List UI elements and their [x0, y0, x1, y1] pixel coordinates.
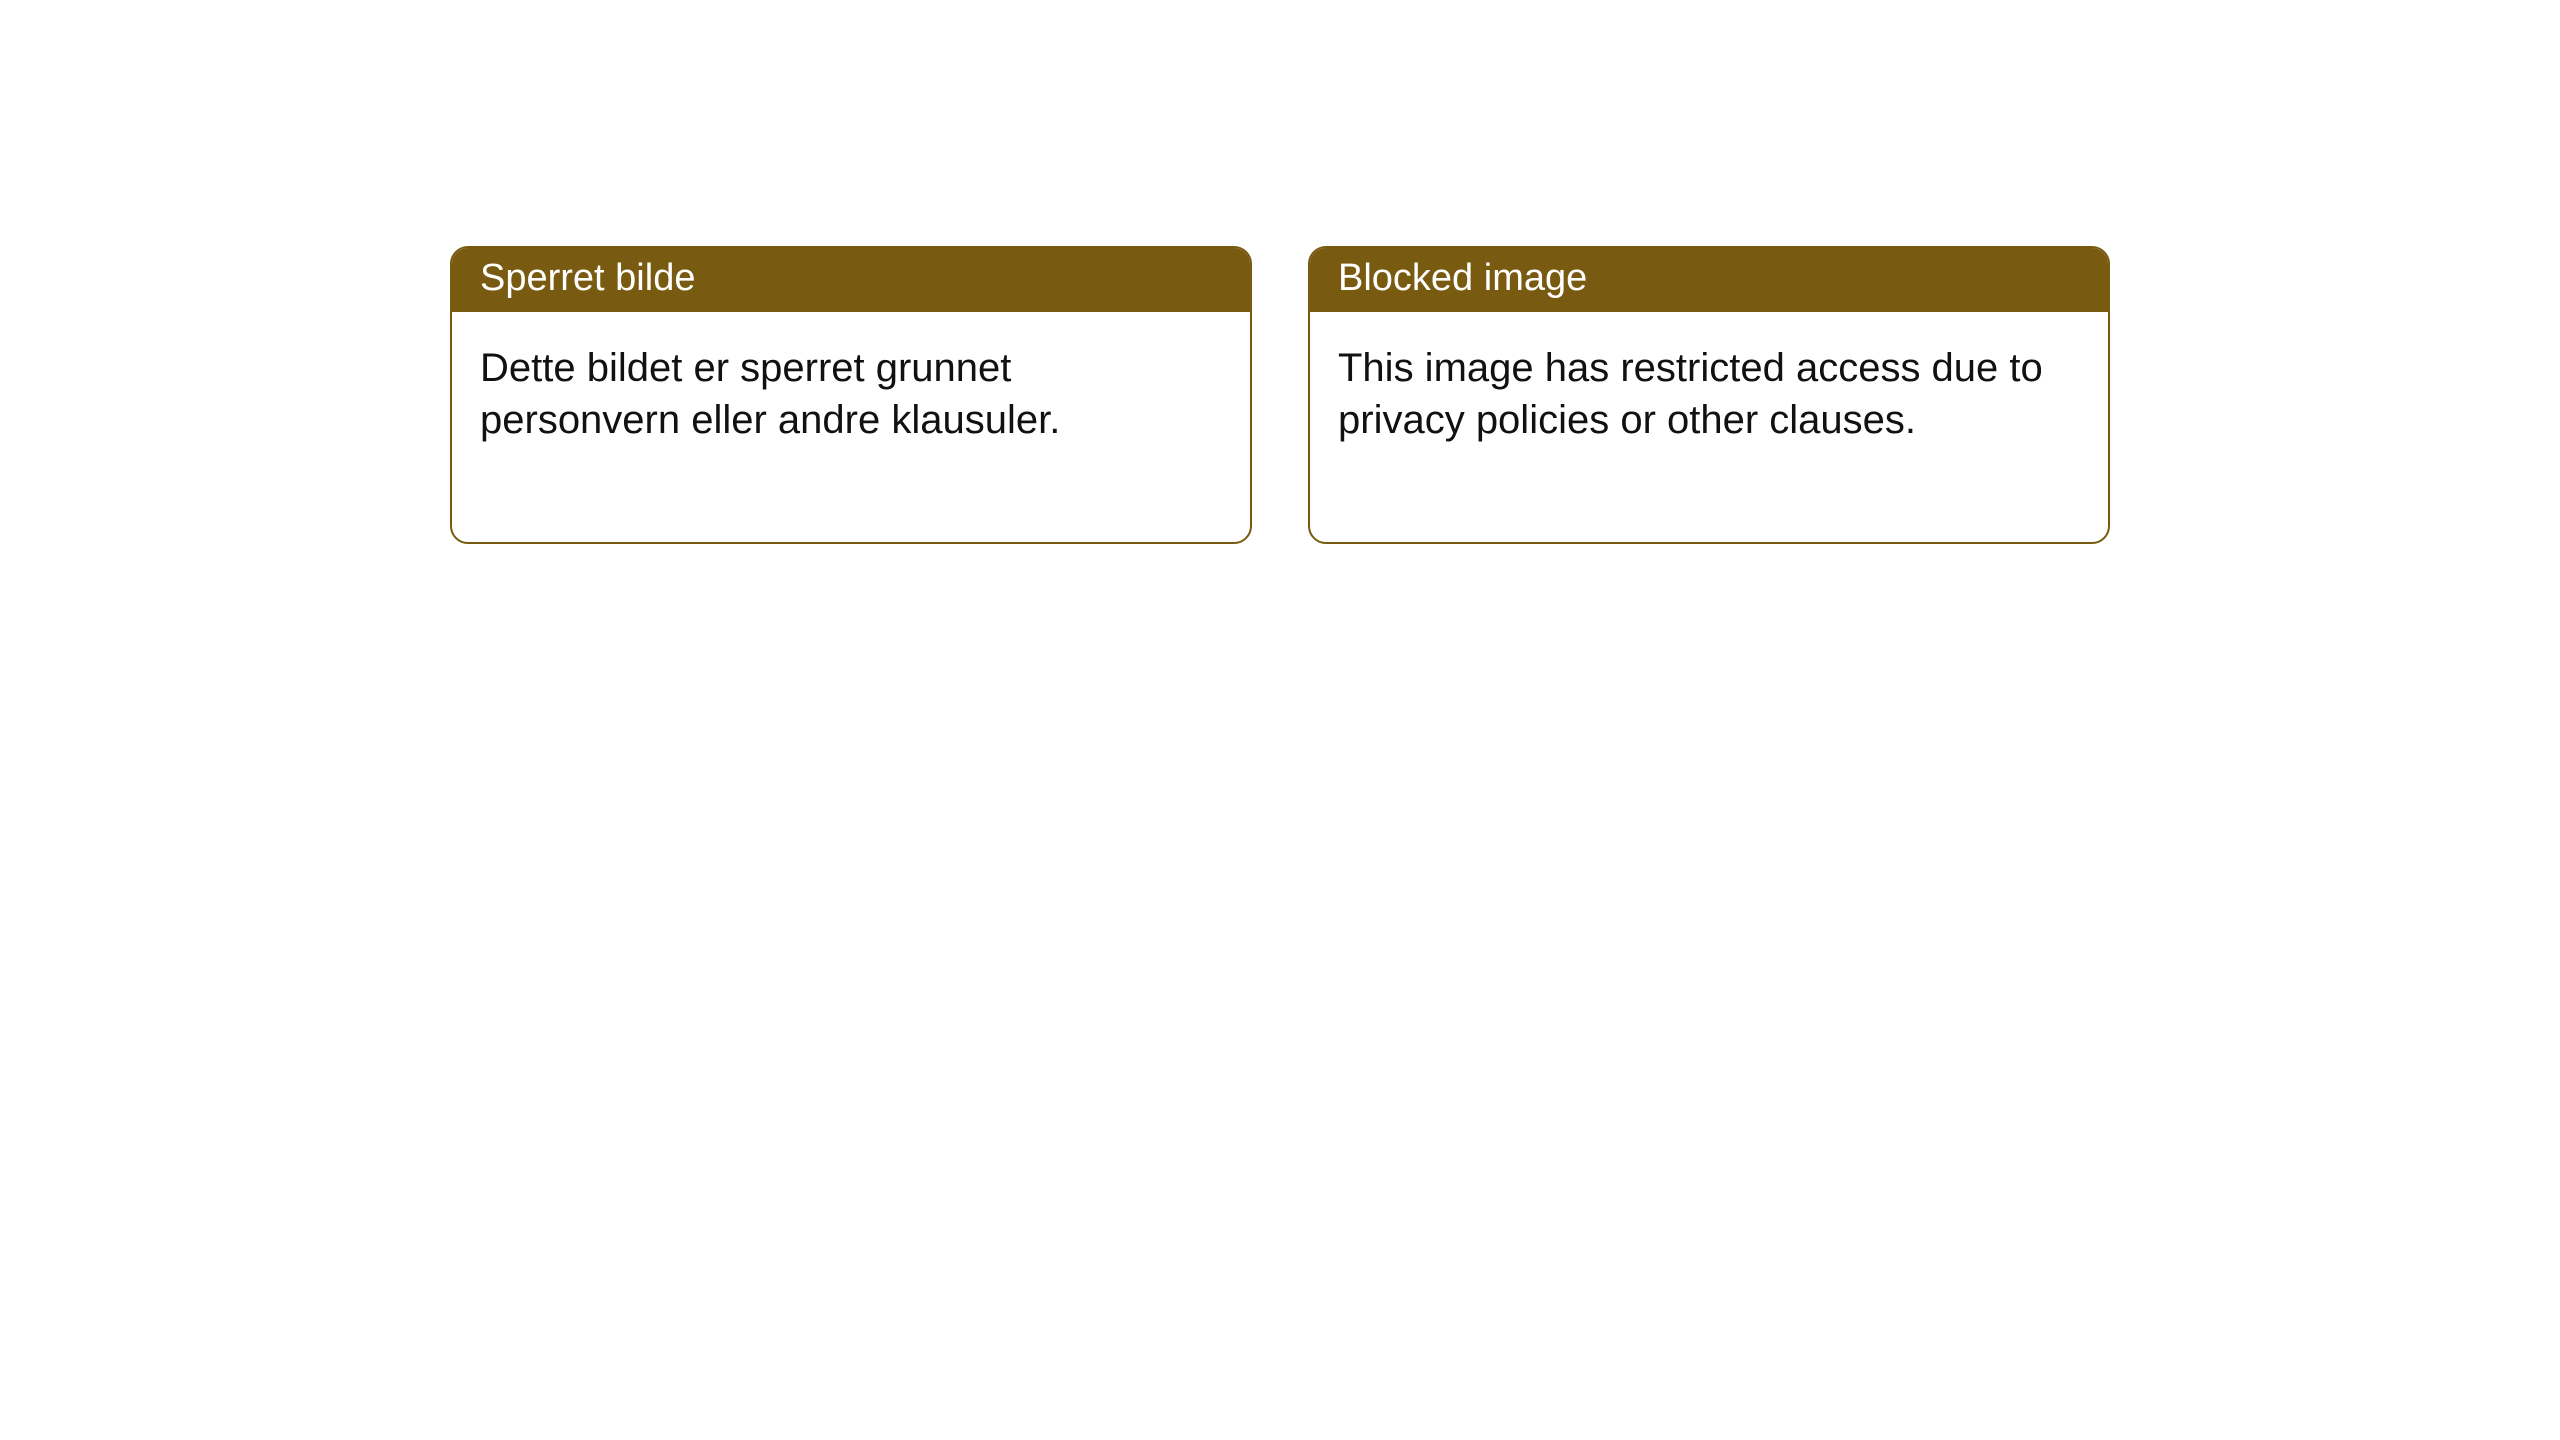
notice-card-english: Blocked image This image has restricted …	[1308, 246, 2110, 544]
notice-body-english: This image has restricted access due to …	[1310, 312, 2108, 542]
notice-body-norwegian: Dette bildet er sperret grunnet personve…	[452, 312, 1250, 542]
notice-container: Sperret bilde Dette bildet er sperret gr…	[450, 246, 2110, 544]
notice-title-english: Blocked image	[1310, 248, 2108, 312]
notice-title-norwegian: Sperret bilde	[452, 248, 1250, 312]
notice-card-norwegian: Sperret bilde Dette bildet er sperret gr…	[450, 246, 1252, 544]
